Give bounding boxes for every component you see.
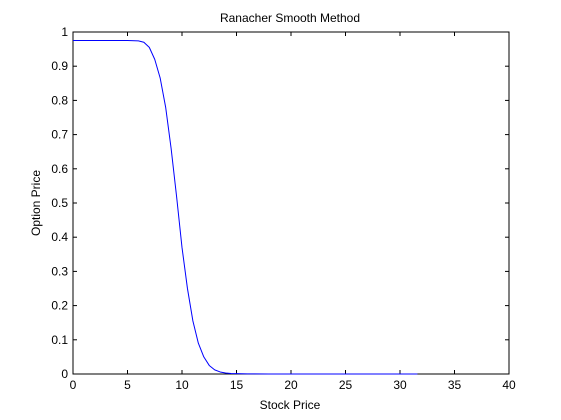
series-layer <box>73 40 418 375</box>
y-tick-label: 0.8 <box>51 93 68 107</box>
y-axis: 0 0.1 0.2 0.3 0.4 0.5 0.6 0.7 0.8 0.9 1 <box>51 25 509 381</box>
y-tick-label: 0.7 <box>51 128 68 142</box>
x-tick-label: 0 <box>70 378 77 392</box>
x-tick-label: 25 <box>339 378 353 392</box>
y-tick-label: 1 <box>61 25 68 39</box>
y-tick-label: 0.2 <box>51 299 68 313</box>
x-tick-label: 35 <box>448 378 462 392</box>
x-tick-label: 10 <box>175 378 189 392</box>
y-tick-label: 0.3 <box>51 264 68 278</box>
x-tick-label: 5 <box>124 378 131 392</box>
y-tick-label: 0.4 <box>51 230 68 244</box>
y-tick-label: 0.1 <box>51 333 68 347</box>
x-tick-label: 40 <box>502 378 516 392</box>
x-axis: 0 5 10 15 20 25 30 35 40 <box>70 32 516 392</box>
x-axis-label: Stock Price <box>260 398 321 412</box>
y-tick-label: 0.9 <box>51 59 68 73</box>
plot-area <box>72 31 510 375</box>
x-tick-label: 30 <box>393 378 407 392</box>
x-tick-label: 20 <box>284 378 298 392</box>
x-tick-label: 15 <box>230 378 244 392</box>
y-axis-label: Option Price <box>29 170 43 236</box>
y-tick-label: 0.6 <box>51 162 68 176</box>
chart-title: Ranacher Smooth Method <box>220 11 360 25</box>
y-tick-label: 0.5 <box>51 196 68 210</box>
series-line <box>73 40 418 375</box>
y-tick-label: 0 <box>61 367 68 381</box>
